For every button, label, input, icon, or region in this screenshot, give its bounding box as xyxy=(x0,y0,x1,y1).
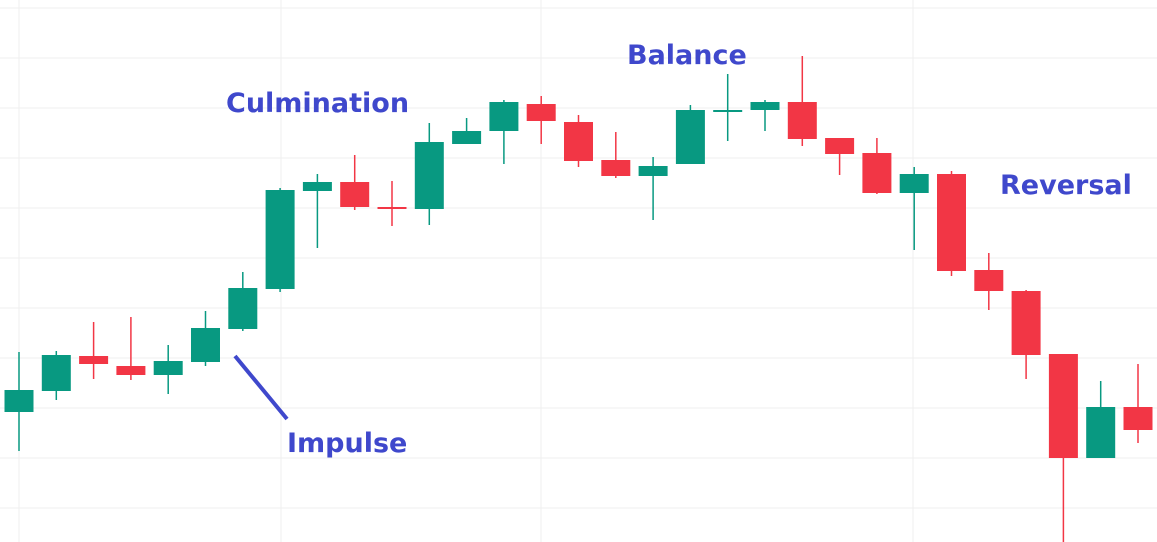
candle-4 xyxy=(153,345,183,394)
candle-body-9 xyxy=(340,182,370,207)
candle-15 xyxy=(564,115,593,167)
candle-body-28 xyxy=(1048,354,1078,458)
candle-5 xyxy=(191,311,220,366)
candle-0 xyxy=(4,352,34,451)
candle-body-22 xyxy=(825,138,855,154)
candle-12 xyxy=(452,118,482,144)
candle-10 xyxy=(377,181,407,226)
candle-body-19 xyxy=(713,110,743,112)
candle-body-25 xyxy=(937,174,966,271)
candle-body-3 xyxy=(116,366,146,375)
annotation-impulse: Impulse xyxy=(287,428,407,459)
candle-9 xyxy=(340,155,370,210)
candle-14 xyxy=(526,96,556,144)
candle-19 xyxy=(713,74,743,141)
candle-8 xyxy=(302,174,332,248)
candle-6 xyxy=(228,272,258,331)
candle-body-26 xyxy=(974,270,1004,291)
candle-27 xyxy=(1011,290,1041,379)
candles xyxy=(4,56,1153,542)
candle-body-6 xyxy=(228,288,258,329)
candle-23 xyxy=(862,138,892,194)
candle-body-10 xyxy=(377,207,407,209)
candle-body-20 xyxy=(750,102,780,110)
candle-body-27 xyxy=(1011,291,1041,355)
annotation-reversal: Reversal xyxy=(1000,170,1132,201)
candle-17 xyxy=(638,157,668,220)
annotations: Culmination Balance Reversal Impulse xyxy=(226,40,1132,459)
candle-16 xyxy=(601,132,631,178)
candle-2 xyxy=(79,322,109,379)
candle-body-8 xyxy=(302,182,332,191)
candle-body-24 xyxy=(899,174,929,193)
candle-body-11 xyxy=(414,142,444,209)
candle-body-18 xyxy=(675,110,705,164)
candle-body-21 xyxy=(787,102,817,139)
candle-29 xyxy=(1086,381,1116,458)
candle-body-13 xyxy=(489,102,519,131)
candle-body-1 xyxy=(41,355,71,391)
candle-20 xyxy=(750,100,780,131)
annotation-balance: Balance xyxy=(627,40,747,71)
candle-body-29 xyxy=(1086,407,1116,458)
annotation-culmination: Culmination xyxy=(226,88,409,119)
candle-3 xyxy=(116,317,146,380)
candle-30 xyxy=(1123,364,1153,443)
candle-11 xyxy=(414,123,444,225)
candle-7 xyxy=(265,188,295,292)
candle-body-16 xyxy=(601,160,631,176)
candle-body-30 xyxy=(1123,407,1153,430)
candle-18 xyxy=(675,105,705,164)
candle-body-7 xyxy=(265,190,295,289)
candle-body-0 xyxy=(4,390,34,412)
candle-body-4 xyxy=(153,361,183,375)
candle-body-15 xyxy=(564,122,593,161)
candle-1 xyxy=(41,351,71,400)
candle-22 xyxy=(825,138,855,175)
candle-body-2 xyxy=(79,356,109,364)
candle-body-14 xyxy=(526,104,556,121)
candle-24 xyxy=(899,167,929,250)
candle-body-12 xyxy=(452,131,482,144)
candle-26 xyxy=(974,253,1004,310)
candle-13 xyxy=(489,100,519,164)
candle-21 xyxy=(787,56,817,146)
candle-body-23 xyxy=(862,153,892,193)
candle-28 xyxy=(1048,354,1078,542)
candle-body-17 xyxy=(638,166,668,176)
candle-body-5 xyxy=(191,328,220,362)
candle-25 xyxy=(937,171,966,276)
impulse-pointer-line xyxy=(233,354,289,421)
